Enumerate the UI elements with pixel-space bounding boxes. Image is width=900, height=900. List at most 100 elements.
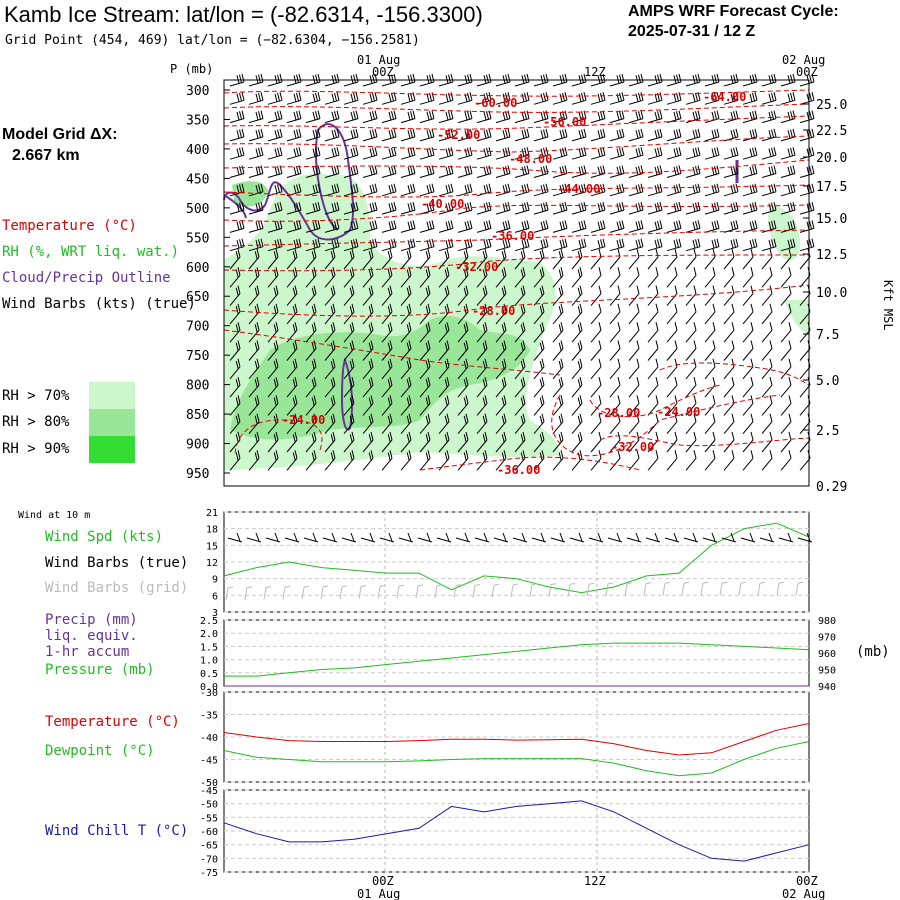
wind-barb <box>324 128 340 142</box>
wind-barb <box>267 322 279 343</box>
wind-barb <box>552 165 568 178</box>
wind-barb <box>666 238 682 252</box>
grid-point-subtitle: Grid Point (454, 469) lat/lon = (−82.630… <box>5 33 420 48</box>
wind-barb <box>495 128 511 142</box>
grid-wind-barb <box>282 585 291 600</box>
wind-barb <box>381 147 397 160</box>
wind-barb <box>343 267 355 288</box>
wind-barb <box>495 183 511 197</box>
wind-barb <box>723 267 735 288</box>
temperature-contour-label: -40.00 <box>421 197 464 211</box>
wind-barb <box>723 340 735 361</box>
wind-barb <box>229 248 241 270</box>
wind-barb <box>381 248 393 270</box>
wind-barb <box>400 220 416 233</box>
wind-speed-tick-label: 6 <box>212 591 218 602</box>
wind-barb <box>400 201 416 215</box>
wind-barb <box>761 395 773 416</box>
windchill-tick-label: -45 <box>200 786 218 797</box>
wind-barb <box>571 413 583 435</box>
wind-barb <box>799 201 815 215</box>
wind-barb <box>723 303 735 325</box>
surface-wind-barb <box>512 532 528 543</box>
wind-barb <box>400 395 412 416</box>
wind-barb <box>609 147 625 160</box>
wind-barb <box>723 92 739 105</box>
height-tick-label: 10.0 <box>816 286 847 301</box>
windchill-tick-label: -75 <box>200 868 218 879</box>
rh80-legend-label: RH > 80% <box>2 414 70 430</box>
wind-barb <box>267 285 279 306</box>
wind-barb <box>628 267 640 288</box>
temperature-contour-label: -64.00 <box>703 90 746 104</box>
rh70-legend-label: RH > 70% <box>2 388 70 404</box>
wind-barb <box>685 183 701 197</box>
wind-barb <box>590 147 606 160</box>
wind-barb <box>666 358 678 380</box>
wind-barb <box>799 238 815 252</box>
wind-barb <box>590 376 602 398</box>
wind-barb <box>571 128 587 142</box>
wind-barb <box>742 248 754 270</box>
windchill-tick-label: -60 <box>200 827 218 838</box>
wind-barb <box>723 183 739 197</box>
page-title: Kamb Ice Stream: lat/lon = (-82.6314, -1… <box>4 2 483 27</box>
wind-barb <box>324 147 340 160</box>
wind-barb <box>400 73 416 87</box>
surface-wind-barb <box>246 532 262 543</box>
surface-wind-barb <box>436 532 452 543</box>
wind-barb <box>343 183 359 197</box>
wind-barb <box>476 450 488 471</box>
rh90-legend-label: RH > 90% <box>2 441 70 457</box>
wind-barb <box>761 376 773 398</box>
wind-barb <box>305 92 321 105</box>
wind-barb <box>780 128 796 142</box>
wind-barb <box>590 92 606 105</box>
wind-barb <box>343 413 355 435</box>
wind-barb <box>571 358 583 380</box>
grid-wind-barb <box>377 584 386 599</box>
wind-barb <box>590 110 606 124</box>
wind-barb <box>343 322 355 343</box>
temperature-tick-label: -50 <box>200 778 218 789</box>
wind-barb <box>609 413 621 435</box>
wind-barb <box>666 285 678 306</box>
pressure-tick-label: 600 <box>186 261 209 276</box>
pressure-tick-label: 900 <box>186 438 209 453</box>
wind-barb <box>666 147 682 160</box>
surface-wind-barb <box>588 532 604 543</box>
wind-barb <box>476 248 488 270</box>
surface-wind-barb <box>341 532 357 543</box>
pressure-tick-label: 550 <box>186 231 209 246</box>
temperature-tick-label: -45 <box>200 756 218 767</box>
wind-barb <box>628 165 644 178</box>
surface-wind-barb <box>398 532 414 543</box>
wind-barb <box>609 267 621 288</box>
wind-barb <box>704 248 716 270</box>
wind-barb <box>514 322 526 343</box>
wind-barb <box>742 128 758 142</box>
wind-barb <box>267 110 283 124</box>
wind-barb <box>343 248 355 270</box>
wind-barb <box>400 322 412 343</box>
wind-barb <box>419 376 431 398</box>
wind-barb <box>590 267 602 288</box>
surface-wind-barb <box>284 532 300 543</box>
wind-barb <box>229 238 245 252</box>
wind-barb <box>780 285 792 306</box>
wind-barb <box>286 147 302 160</box>
temperature-contour-label: -36.00 <box>491 229 534 243</box>
grid-wind-barb <box>472 583 481 598</box>
wind-barb <box>609 303 621 325</box>
wind-barb <box>571 220 587 233</box>
wind-barb <box>780 147 796 160</box>
wind-barb <box>324 73 340 87</box>
grid-wind-barb <box>700 581 709 596</box>
grid-wind-barb <box>225 586 234 601</box>
wind-barb <box>381 322 393 343</box>
wind-barb <box>248 147 264 160</box>
wind-barb <box>742 73 758 87</box>
wind-barb <box>495 165 511 178</box>
wind-barb <box>343 147 359 160</box>
wind-barb <box>742 165 758 178</box>
